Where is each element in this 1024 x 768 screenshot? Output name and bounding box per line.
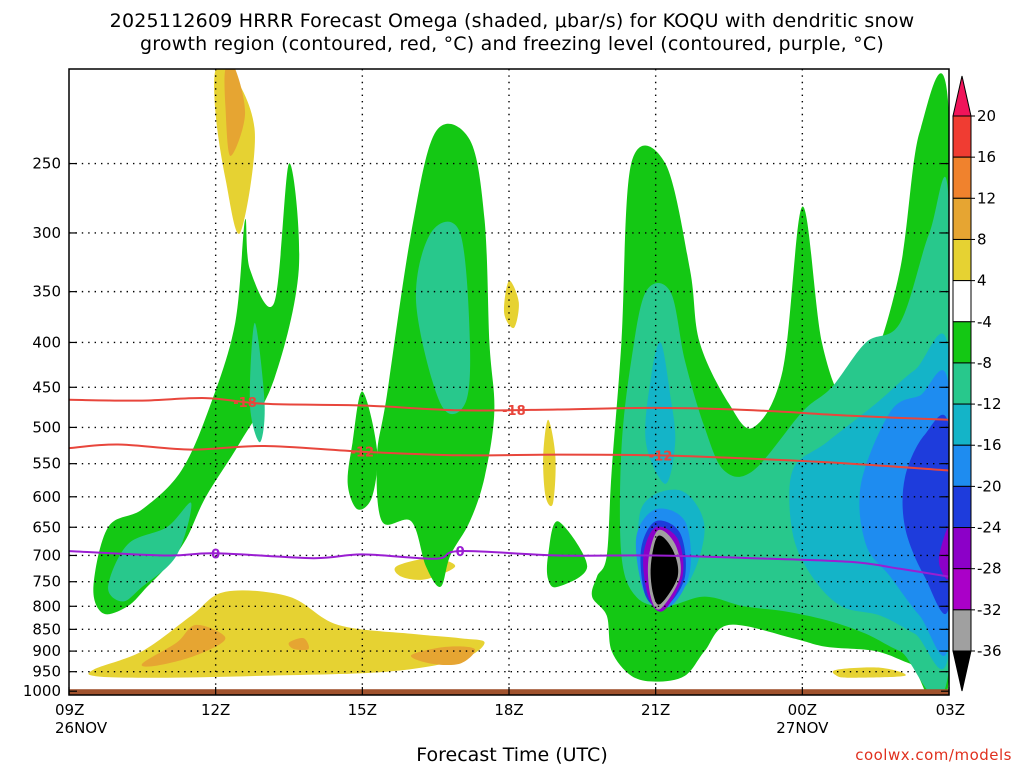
xtick-label-00Z: 00Z (788, 701, 817, 719)
ytick-label-600: 600 (32, 488, 61, 506)
omega-region-7 (503, 280, 519, 329)
colorbar-segment-1 (952, 156, 972, 199)
omega-region-15 (108, 502, 192, 602)
omega-region-16 (249, 322, 265, 443)
ytick-label-650: 650 (32, 518, 61, 536)
colorbar-segment-12 (952, 609, 972, 652)
contour-line-1 (69, 443, 949, 472)
colorbar-segment-0 (952, 115, 972, 158)
ytick-label-800: 800 (32, 597, 61, 615)
ytick-label-1000: 1000 (23, 682, 61, 700)
ytick-label-700: 700 (32, 546, 61, 564)
colorbar-segment-7 (952, 403, 972, 446)
ytick-label-450: 450 (32, 378, 61, 396)
omega-region-5 (288, 637, 310, 651)
omega-region-12 (347, 391, 378, 510)
ytick-label-900: 900 (32, 642, 61, 660)
omega-region-3 (141, 624, 226, 667)
contour-label-4: 0 (211, 547, 220, 562)
colorbar-label-1: 16 (977, 148, 996, 166)
ytick-label-750: 750 (32, 573, 61, 591)
contour-labels: -18 -18 -12 -12 0 0 (211, 396, 673, 562)
ytick-label-250: 250 (32, 155, 61, 173)
colorbar-segment-2 (952, 197, 972, 240)
omega-region-10 (93, 163, 300, 615)
omega-region-24 (902, 414, 949, 615)
contour-line-0 (69, 397, 949, 421)
xtick-label-09Z: 09Z (55, 701, 84, 719)
colorbar-segment-5 (952, 321, 972, 364)
xtick-label-15Z: 15Z (348, 701, 377, 719)
contour-label-3: -12 (649, 449, 673, 464)
omega-region-13 (546, 521, 588, 588)
contour-label-2: -12 (351, 446, 375, 461)
omega-region-8 (543, 419, 556, 507)
ytick-label-950: 950 (32, 663, 61, 681)
colorbar-label-9: -20 (977, 477, 1002, 495)
omega-region-9 (832, 667, 906, 678)
xtick-date-09Z: 26NOV (55, 719, 108, 737)
omega-colorbar: 20 16 12 8 4 -4 -8 -12 -16 -20 -24 -28 -32 -36 (952, 75, 1002, 692)
colorbar-bottom-arrow (952, 650, 972, 692)
colorbar-label-7: -12 (977, 395, 1002, 413)
colorbar-segment-9 (952, 485, 972, 529)
xtick-label-12Z: 12Z (201, 701, 230, 719)
colorbar-label-11: -28 (977, 560, 1002, 578)
colorbar-label-2: 12 (977, 189, 996, 207)
omega-region-17 (415, 221, 471, 415)
colorbar-label-12: -32 (977, 601, 1002, 619)
ytick-label-550: 550 (32, 455, 61, 473)
omega-region-29 (650, 535, 679, 605)
colorbar-segment-4 (952, 280, 972, 323)
contour-label-5: 0 (456, 545, 465, 560)
ytick-label-850: 850 (32, 620, 61, 638)
omega-cross-section-chart: -18 -18 -12 -12 0 0 250 300 350 400 450 500 550 600 6… (23, 68, 1002, 740)
ytick-label-350: 350 (32, 283, 61, 301)
contour-label-0: -18 (233, 396, 257, 411)
omega-region-4 (410, 646, 476, 666)
ytick-label-500: 500 (32, 418, 61, 436)
colorbar-segment-11 (952, 568, 972, 611)
xtick-year-09Z: 2025 (55, 737, 93, 740)
omega-region-19 (645, 342, 676, 484)
colorbar-segment-6 (952, 362, 972, 405)
xtick-label-03Z: 03Z (936, 701, 965, 719)
colorbar-label-0: 20 (977, 107, 996, 125)
chart-title-line-1: 2025112609 HRRR Forecast Omega (shaded, … (109, 10, 915, 32)
colorbar-segment-10 (952, 527, 972, 570)
colorbar-label-3: 8 (977, 230, 987, 248)
omega-region-1 (224, 69, 246, 156)
ytick-label-300: 300 (32, 224, 61, 242)
contour-line-2 (69, 550, 949, 578)
colorbar-segment-8 (952, 444, 972, 487)
xtick-label-18Z: 18Z (494, 701, 523, 719)
colorbar-label-8: -16 (977, 436, 1002, 454)
contour-label-1: -18 (502, 404, 526, 419)
ytick-label-400: 400 (32, 333, 61, 351)
colorbar-segment-3 (952, 238, 972, 282)
colorbar-top-arrow (952, 75, 972, 117)
colorbar-label-5: -4 (977, 313, 992, 331)
colorbar-label-6: -8 (977, 354, 992, 372)
chart-title-line-2: growth region (contoured, red, °C) and f… (140, 33, 884, 55)
colorbar-label-4: 4 (977, 272, 987, 290)
x-axis-label: Forecast Time (UTC) (416, 744, 608, 766)
colorbar-label-10: -24 (977, 519, 1002, 537)
y-axis-pressure-ticks: 250 300 350 400 450 500 550 600 650 700 750 800 850 9… (23, 155, 949, 700)
xtick-label-21Z: 21Z (641, 701, 670, 719)
omega-region-27 (938, 527, 949, 580)
temperature-contours (69, 397, 949, 578)
site-credit[interactable]: coolwx.com/models (855, 746, 1012, 764)
xtick-date-00Z: 27NOV (776, 719, 829, 737)
colorbar-label-13: -36 (977, 642, 1002, 660)
